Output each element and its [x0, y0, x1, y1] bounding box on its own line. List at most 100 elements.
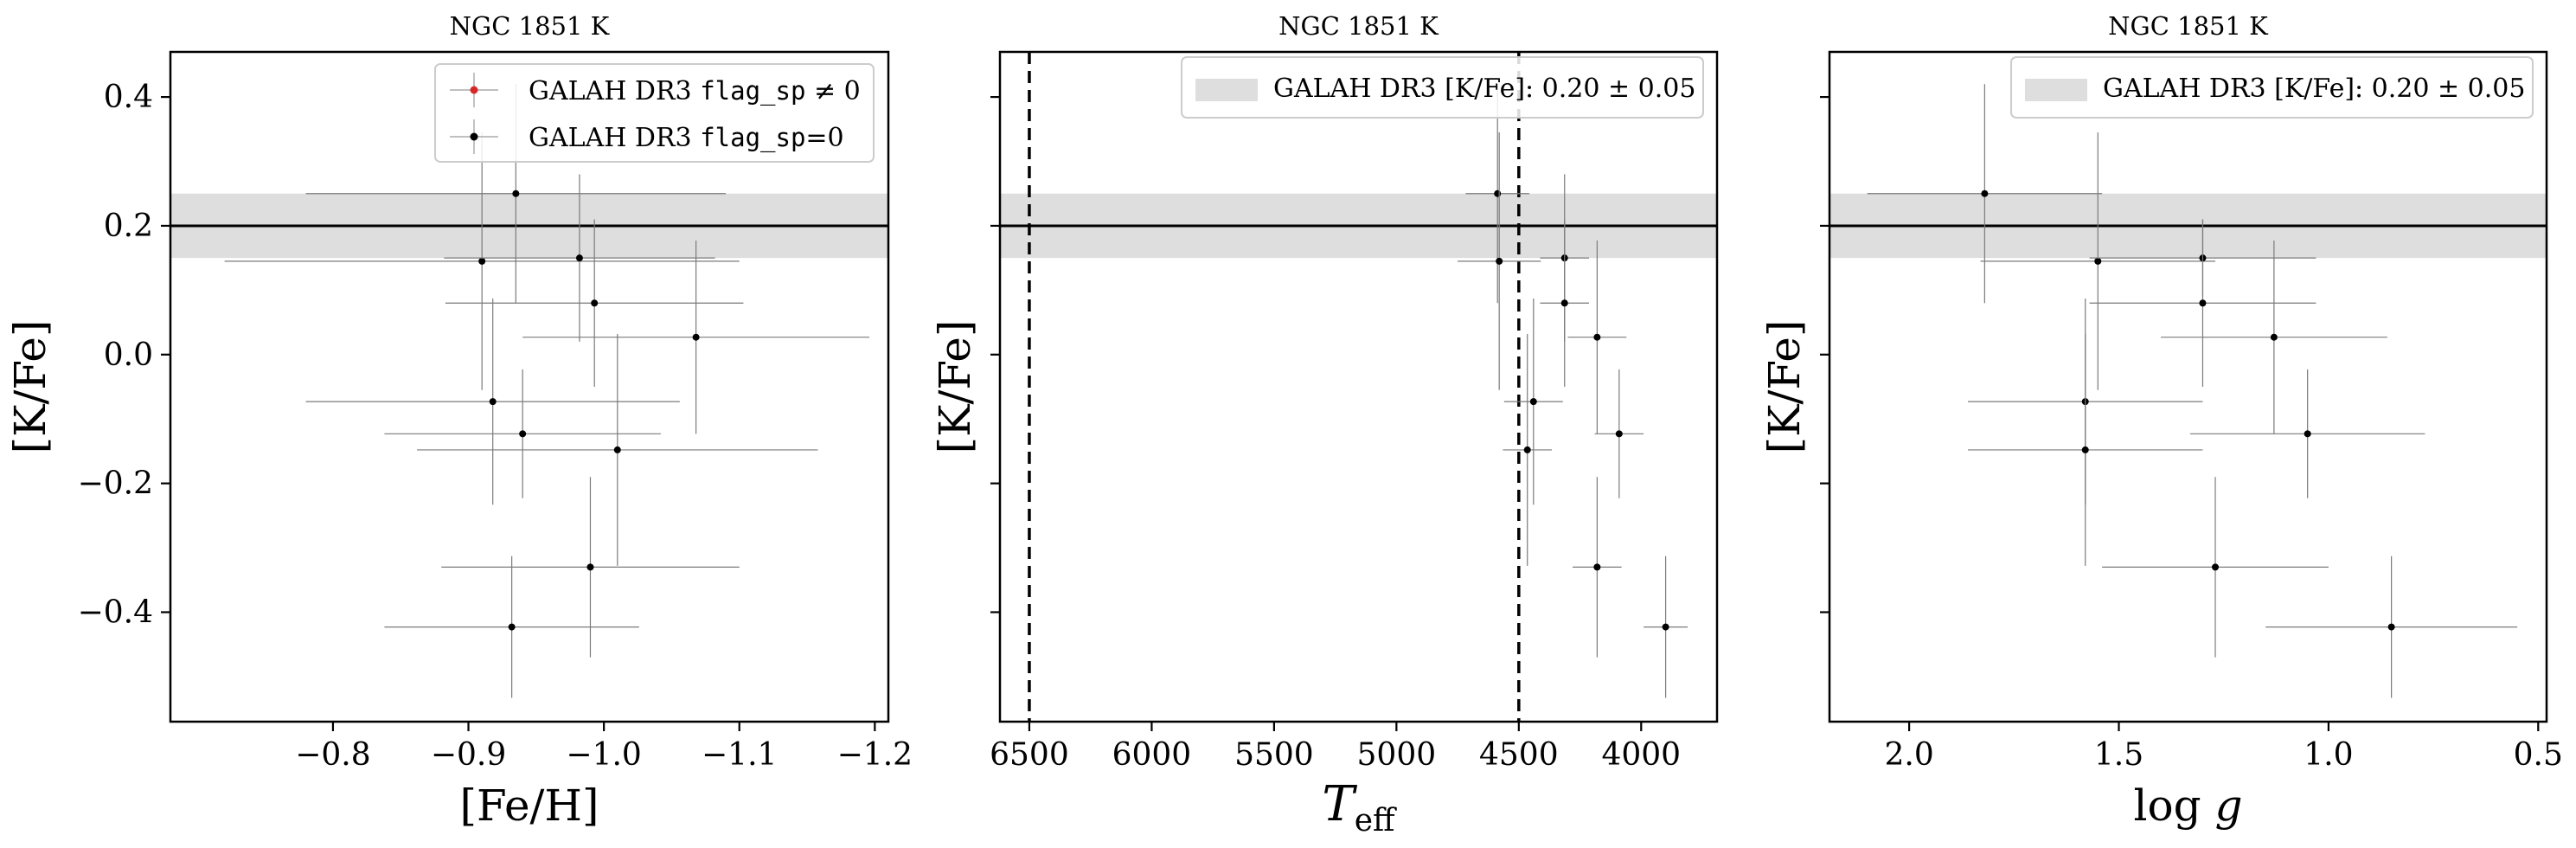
data-point: [2160, 241, 2387, 434]
data-point: [1458, 132, 1541, 390]
chart-title: NGC 1851 K: [450, 11, 611, 41]
panel-2: 6500 6000 5500 5000 4500 4000 NGC 1851 K Teff [K…: [930, 11, 1719, 838]
y-axis-label: [K/Fe]: [1759, 320, 1810, 454]
point-marker: [2270, 333, 2278, 341]
x-tick-label: 6500: [990, 737, 1069, 773]
point-marker: [1523, 446, 1531, 453]
point-marker: [489, 398, 497, 406]
x-axis-label: [Fe/H]: [459, 781, 599, 831]
x-tick-label: 6000: [1112, 737, 1192, 773]
x-tick-label: −1.0: [566, 737, 641, 773]
point-marker: [478, 257, 486, 265]
data-point: [1540, 219, 1590, 387]
data-point: [1594, 369, 1644, 498]
legend: GALAH DR3 [K/Fe]: 0.20 ± 0.05: [2010, 56, 2534, 119]
point-marker: [1529, 398, 1537, 406]
x-axis-label: Teff: [1322, 776, 1397, 838]
legend-marker: [470, 132, 478, 141]
plot-frame: [169, 50, 890, 723]
legend-label: GALAH DR3 flag_sp=0: [529, 123, 844, 153]
data-point: [445, 219, 744, 387]
point-marker: [1593, 563, 1601, 571]
legend-label: GALAH DR3 flag_sp ≠ 0: [529, 76, 861, 106]
plot-area: [1000, 52, 1717, 722]
panel-1: −0.8 −0.9 −1.0 −1.1 −1.2 −0.4 −0.2 0.0 0.2 0.4 NGC…: [5, 11, 913, 831]
y-tick-label: −0.4: [78, 594, 153, 630]
point-marker: [2304, 430, 2311, 438]
x-tick-label: −1.1: [702, 737, 777, 773]
data-point: [1503, 299, 1563, 505]
point-marker: [613, 446, 621, 453]
point-marker: [2081, 446, 2089, 453]
legend: GALAH DR3 [K/Fe]: 0.20 ± 0.05: [1181, 56, 1704, 119]
x-tick-label: −0.9: [431, 737, 506, 773]
point-marker: [2387, 623, 2395, 631]
legend: GALAH DR3 flag_sp ≠ 0 GALAH DR3 flag_sp=0: [434, 63, 875, 163]
panel-3: 2.0 1.5 1.0 0.5 NGC 1851 K log g [K/Fe] GALAH D…: [1759, 11, 2563, 831]
legend-label: GALAH DR3 [K/Fe]: 0.20 ± 0.05: [1273, 74, 1695, 104]
x-tick-label: 0.5: [2514, 737, 2563, 773]
y-tick-label: −0.2: [78, 466, 153, 502]
data-point: [444, 174, 715, 342]
legend-marker: [470, 86, 478, 94]
plot-area: [1829, 84, 2547, 698]
point-marker: [508, 623, 516, 631]
data-point: [384, 369, 661, 498]
point-marker: [1560, 299, 1568, 307]
legend-box: [434, 63, 875, 163]
point-marker: [519, 430, 527, 438]
legend-swatch: [2025, 79, 2087, 101]
data-point: [1967, 333, 2203, 566]
x-tick-label: 2.0: [1884, 737, 1933, 773]
plot-area: [170, 84, 888, 698]
point-marker: [1981, 190, 1989, 197]
y-axis-label: [K/Fe]: [930, 320, 980, 454]
data-point: [305, 299, 680, 505]
y-tick-label: 0.2: [104, 209, 153, 244]
data-point: [522, 241, 870, 434]
y-tick-label: 0.0: [104, 337, 153, 373]
point-marker: [2212, 563, 2220, 571]
point-marker: [591, 299, 599, 307]
legend-label: GALAH DR3 [K/Fe]: 0.20 ± 0.05: [2103, 74, 2525, 104]
data-point: [1567, 241, 1627, 434]
point-marker: [1494, 190, 1502, 197]
chart-title: NGC 1851 K: [1278, 11, 1439, 41]
point-marker: [1496, 257, 1503, 265]
data-point: [1503, 333, 1553, 566]
point-marker: [575, 254, 583, 262]
data-point: [1980, 132, 2216, 390]
chart-title: NGC 1851 K: [2108, 11, 2269, 41]
data-point: [2102, 477, 2329, 658]
x-tick-label: 4500: [1479, 737, 1559, 773]
legend-box: [1181, 56, 1704, 119]
point-marker: [1593, 333, 1601, 341]
legend-box: [2010, 56, 2534, 119]
data-point: [417, 333, 818, 566]
data-point: [1867, 84, 2103, 304]
point-marker: [1615, 430, 1623, 438]
data-point: [2189, 369, 2425, 498]
x-tick-label: 1.0: [2304, 737, 2353, 773]
x-tick-label: 4000: [1601, 737, 1681, 773]
legend-swatch: [1195, 79, 1258, 101]
data-point: [224, 132, 740, 390]
y-axis-label: [K/Fe]: [5, 320, 55, 454]
plot-frame: [998, 50, 1719, 723]
point-marker: [512, 190, 520, 197]
y-tick-label: 0.4: [104, 80, 153, 115]
x-tick-label: 1.5: [2094, 737, 2143, 773]
data-point: [1573, 477, 1622, 658]
x-tick-label: −0.8: [295, 737, 370, 773]
x-axis-label: log g: [2133, 781, 2242, 831]
data-point: [2265, 556, 2518, 698]
data-point: [2089, 219, 2316, 387]
point-marker: [2199, 299, 2207, 307]
point-marker: [692, 333, 700, 341]
point-marker: [2094, 257, 2102, 265]
data-point: [384, 556, 639, 698]
point-marker: [1662, 623, 1669, 631]
point-marker: [586, 563, 594, 571]
x-tick-label: −1.2: [837, 737, 913, 773]
